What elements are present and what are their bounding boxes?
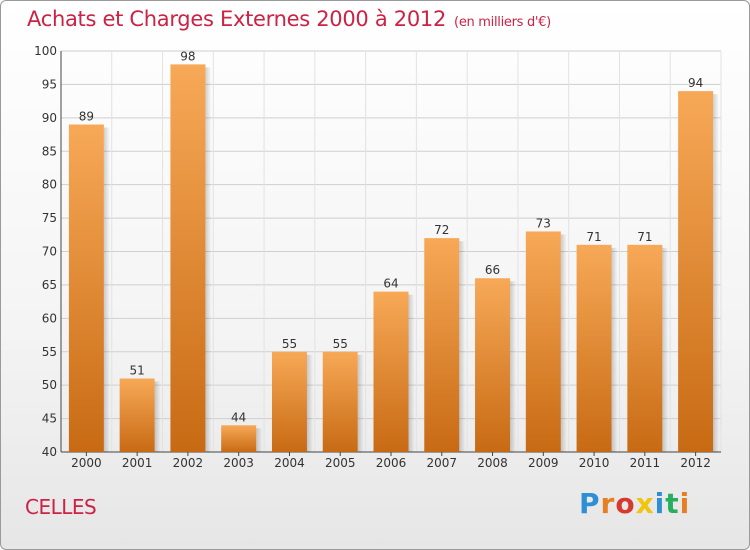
y-tick-label: 50 [42, 378, 57, 392]
x-tick-label: 2005 [325, 456, 356, 470]
y-tick-label: 60 [42, 311, 57, 325]
y-tick-label: 90 [42, 111, 57, 125]
bar [271, 351, 307, 452]
y-tick-label: 100 [34, 44, 57, 58]
y-tick-label: 75 [42, 211, 57, 225]
bar [627, 244, 663, 452]
bar-shadow [408, 294, 415, 452]
bar [424, 238, 460, 452]
bar-shadow [306, 354, 313, 452]
bar [119, 378, 155, 452]
bar-value-label: 71 [586, 230, 601, 244]
bar-value-label: 55 [282, 337, 297, 351]
x-tick-label: 2006 [376, 456, 407, 470]
x-tick-label: 2003 [223, 456, 254, 470]
bar-value-label: 51 [130, 363, 145, 377]
bar-shadow [103, 127, 110, 453]
bar [170, 64, 206, 452]
chart-title: Achats et Charges Externes 2000 à 2012 (e… [27, 7, 551, 31]
brand-logo: Proxiti [579, 487, 690, 520]
bar-shadow [560, 234, 567, 452]
bar [68, 124, 104, 453]
x-tick-label: 2000 [71, 456, 102, 470]
bar-value-label: 73 [536, 216, 551, 230]
title-unit: (en milliers d'€) [454, 15, 551, 30]
bar-value-label: 66 [485, 263, 500, 277]
y-tick-label: 85 [42, 144, 57, 158]
x-tick-label: 2002 [173, 456, 204, 470]
brand-letter: i [654, 487, 666, 520]
y-tick-label: 65 [42, 278, 57, 292]
bar-value-label: 44 [231, 410, 246, 424]
bar-shadow [357, 354, 364, 452]
bar-value-label: 55 [333, 337, 348, 351]
brand-letter: P [579, 487, 601, 520]
bar-shadow [713, 94, 720, 452]
axes: 40 45 50 55 60 65 70 75 80 85 90 95 100 2000 2001 2002 2… [34, 44, 721, 470]
bar-shadow [510, 281, 517, 452]
bar-shadow [154, 381, 161, 452]
x-tick-label: 2008 [477, 456, 508, 470]
bar-value-label: 98 [180, 49, 195, 63]
bar [525, 231, 561, 452]
brand-letter: x [635, 487, 655, 520]
bar [221, 425, 257, 452]
y-tick-label: 80 [42, 178, 57, 192]
x-tick-label: 2012 [680, 456, 711, 470]
y-tick-label: 70 [42, 245, 57, 259]
bars [68, 64, 720, 453]
brand-letter: t [665, 487, 680, 520]
title-text: Achats et Charges Externes 2000 à 2012 [27, 7, 447, 31]
bar-shadow [611, 247, 618, 452]
brand-letter: i [679, 487, 691, 520]
bar [373, 291, 409, 452]
bar-value-label: 71 [637, 230, 652, 244]
bar-shadow [662, 247, 669, 452]
bar-shadow [205, 67, 212, 452]
x-tick-label: 2009 [528, 456, 559, 470]
bar [475, 278, 511, 452]
bar-shadow [256, 428, 263, 452]
brand-letter: o [615, 487, 636, 520]
brand-letter: r [600, 487, 616, 520]
bar-value-label: 64 [383, 277, 398, 291]
bar-value-label: 94 [688, 76, 703, 90]
y-tick-label: 95 [42, 77, 57, 91]
data-labels: 89 51 98 44 55 55 64 72 66 73 71 71 94 [79, 49, 704, 424]
x-tick-label: 2001 [122, 456, 153, 470]
bar-value-label: 72 [434, 223, 449, 237]
y-tick-label: 55 [42, 345, 57, 359]
x-tick-label: 2007 [426, 456, 457, 470]
x-tick-label: 2011 [630, 456, 661, 470]
y-tick-label: 40 [42, 445, 57, 459]
x-tick-label: 2004 [274, 456, 305, 470]
bar-value-label: 89 [79, 110, 94, 124]
bar [576, 244, 612, 452]
y-tick-label: 45 [42, 412, 57, 426]
bar [322, 351, 358, 452]
bar-shadow [459, 241, 466, 452]
bar [678, 91, 714, 452]
x-tick-label: 2010 [579, 456, 610, 470]
commune-name: CELLES [25, 495, 97, 519]
